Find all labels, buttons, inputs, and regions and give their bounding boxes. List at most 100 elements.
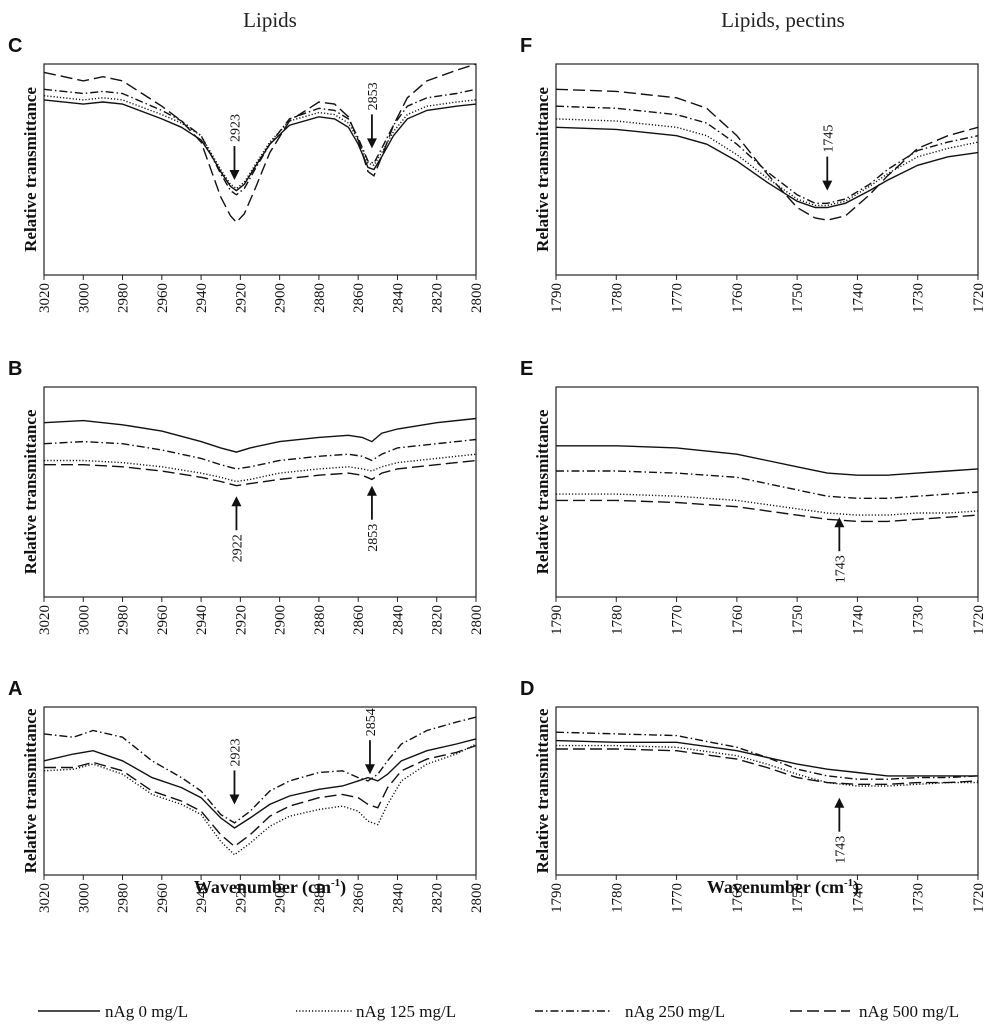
legend-label-3: nAg 500 mg/L <box>859 1002 959 1021</box>
x-tick-label-D-2: 1770 <box>670 883 686 913</box>
peak-annotation-A-0: 2923 <box>228 738 243 805</box>
x-tick-label-A-1: 3000 <box>76 883 92 913</box>
peak-label: 1743 <box>833 836 848 864</box>
peak-label: 2854 <box>364 708 379 736</box>
y-axis-label-D: Relative transmittance <box>533 708 552 873</box>
peak-annotation-E-0: 1743 <box>833 517 848 583</box>
series-E-nag-250-mg-l <box>556 470 979 499</box>
x-axis-label-left: Wavenumber (cm-1) <box>194 877 346 898</box>
x-tick-label-F-1: 1780 <box>609 283 625 313</box>
panel-C: C Relative transmittance 3020 3000 2980 2960 2… <box>8 35 485 313</box>
x-tick-label-C-7: 2880 <box>312 283 328 313</box>
x-tick-label-B-11: 2800 <box>469 605 485 635</box>
plot-frame-B <box>43 386 477 598</box>
panel-A: A Relative transmittance 3020 3000 2980 2960 2… <box>8 678 485 913</box>
series-B-nag-250-mg-l <box>43 438 477 470</box>
plot-frame-D <box>555 706 979 876</box>
series-F-nag-0-mg-l <box>555 126 979 209</box>
series-C-nag-0-mg-l <box>43 99 477 192</box>
x-tick-label-F-3: 1760 <box>730 283 746 313</box>
x-tick-label-C-4: 2940 <box>194 283 210 313</box>
legend-label-2: nAg 250 mg/L <box>625 1002 725 1021</box>
plot-frame-E <box>555 386 979 598</box>
arrow-down-icon <box>366 138 377 149</box>
x-tick-label-E-7: 1720 <box>971 605 987 635</box>
arrow-up-icon <box>834 797 845 808</box>
x-tick-label-C-11: 2800 <box>469 283 485 313</box>
x-tick-label-C-1: 3000 <box>76 283 92 313</box>
arrow-down-icon <box>364 764 375 775</box>
x-tick-label-A-8: 2860 <box>351 883 367 913</box>
x-tick-label-A-7: 2880 <box>312 883 328 913</box>
series-D-nag-250-mg-l <box>555 731 979 780</box>
x-tick-label-A-2: 2980 <box>116 883 132 913</box>
peak-label: 1743 <box>833 555 848 583</box>
x-tick-label-B-5: 2920 <box>233 605 249 635</box>
x-tick-label-C-10: 2820 <box>430 283 446 313</box>
series-C-nag-500-mg-l <box>43 63 477 224</box>
peak-label: 2923 <box>228 114 243 142</box>
x-tick-label-F-0: 1790 <box>549 283 565 313</box>
panel-letter-E: E <box>520 358 533 380</box>
x-tick-label-A-10: 2820 <box>430 883 446 913</box>
x-tick-label-B-4: 2940 <box>194 605 210 635</box>
x-tick-label-C-3: 2960 <box>155 283 171 313</box>
x-tick-label-D-6: 1730 <box>911 883 927 913</box>
series-E-nag-125-mg-l <box>556 493 979 516</box>
panel-letter-F: F <box>520 35 532 57</box>
arrow-up-icon <box>231 496 242 507</box>
x-tick-label-A-4: 2940 <box>194 883 210 913</box>
column-title-lipids-pectins: Lipids, pectins <box>721 8 845 32</box>
peak-label: 2923 <box>228 738 243 766</box>
series-A-nag-125-mg-l <box>43 743 477 856</box>
series-E-nag-0-mg-l <box>556 445 979 476</box>
x-axis-label-right: Wavenumber (cm-1) <box>707 877 859 898</box>
legend-label-0: nAg 0 mg/L <box>105 1002 188 1021</box>
peak-label: 2922 <box>230 534 245 562</box>
x-tick-label-E-0: 1790 <box>549 605 565 635</box>
x-tick-label-E-3: 1760 <box>730 605 746 635</box>
y-axis-label-E: Relative transmittance <box>533 409 552 574</box>
x-tick-label-A-0: 3020 <box>37 883 53 913</box>
x-tick-label-D-5: 1740 <box>850 883 866 913</box>
x-tick-label-F-7: 1720 <box>971 283 987 313</box>
arrow-up-icon <box>834 517 845 528</box>
x-tick-label-A-11: 2800 <box>469 883 485 913</box>
series-B-nag-125-mg-l <box>44 453 477 483</box>
x-tick-label-B-6: 2900 <box>273 605 289 635</box>
series-D-nag-0-mg-l <box>555 739 978 777</box>
arrow-up-icon <box>366 485 377 496</box>
x-tick-label-B-8: 2860 <box>351 605 367 635</box>
peak-annotation-B-0: 2922 <box>230 496 245 562</box>
legend: nAg 0 mg/L nAg 125 mg/L nAg 250 mg/L nAg… <box>38 1002 959 1021</box>
x-tick-label-A-5: 2920 <box>233 883 249 913</box>
x-tick-label-C-9: 2840 <box>390 283 406 313</box>
series-D-nag-125-mg-l <box>556 744 978 787</box>
panel-letter-B: B <box>8 358 22 380</box>
x-tick-label-E-1: 1780 <box>609 605 625 635</box>
peak-annotation-A-1: 2854 <box>364 708 379 775</box>
peak-annotation-D-0: 1743 <box>833 797 848 864</box>
series-A-nag-500-mg-l <box>44 744 477 848</box>
x-tick-label-E-4: 1750 <box>790 605 806 635</box>
series-E-nag-500-mg-l <box>556 499 979 523</box>
x-tick-label-B-2: 2980 <box>116 605 132 635</box>
peak-label: 2853 <box>366 82 381 110</box>
series-B-nag-0-mg-l <box>43 417 477 453</box>
panel-letter-D: D <box>520 678 534 700</box>
x-tick-label-B-3: 2960 <box>155 605 171 635</box>
x-tick-label-B-7: 2880 <box>312 605 328 635</box>
series-C-nag-250-mg-l <box>43 88 477 196</box>
series-C-nag-125-mg-l <box>43 95 477 190</box>
panels-group: C Relative transmittance 3020 3000 2980 2960 2… <box>8 35 987 913</box>
y-axis-label-F: Relative transmittance <box>533 87 552 252</box>
x-tick-label-F-2: 1770 <box>670 283 686 313</box>
x-tick-label-D-7: 1720 <box>971 883 987 913</box>
x-tick-label-A-6: 2900 <box>273 883 289 913</box>
legend-label-1: nAg 125 mg/L <box>356 1002 456 1021</box>
peak-label: 2853 <box>366 524 381 552</box>
y-axis-label-B: Relative transmittance <box>21 409 40 574</box>
x-tick-label-E-6: 1730 <box>911 605 927 635</box>
peak-annotation-B-1: 2853 <box>366 485 381 552</box>
arrow-down-icon <box>229 794 240 805</box>
